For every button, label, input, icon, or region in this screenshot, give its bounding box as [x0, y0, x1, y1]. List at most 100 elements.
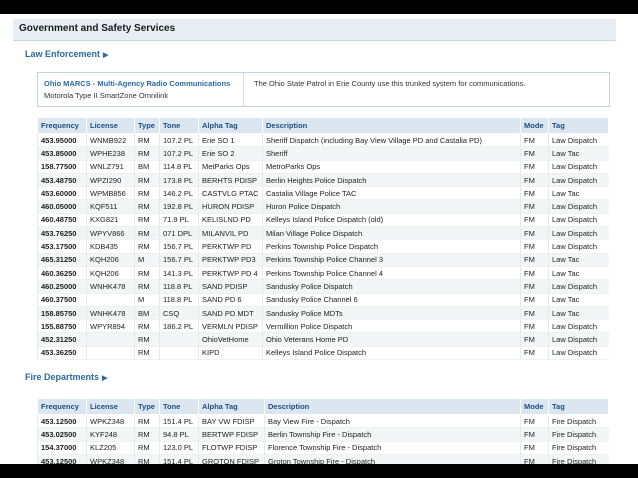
- table-header-row: Frequency License Type Tone Alpha Tag Descrip…: [37, 398, 609, 415]
- cell-license[interactable]: KQF511: [86, 199, 135, 214]
- cell-tone: 156.7 PL: [159, 239, 199, 254]
- cell-tag: Law Tac: [548, 266, 609, 281]
- cell-mode: FM: [520, 253, 549, 267]
- page-header: Government and Safety Services: [13, 19, 616, 41]
- cell-tone: 173.8 PL: [159, 173, 199, 188]
- table-row: 465.31250 KQH206 M 156.7 PL PERKTWP PD3 Perki…: [37, 253, 609, 267]
- law-frequency-table: Frequency License Type Tone Alpha Tag Descrip…: [37, 117, 609, 361]
- cell-tone: [159, 332, 199, 347]
- table-row: 453.02500 KYF248 RM 94.8 PL BERTWP FDISP Berl…: [37, 427, 609, 442]
- cell-alpha-tag: BERHTS PDISP: [198, 173, 263, 188]
- cell-license: [86, 346, 135, 361]
- column-header-mode: Mode: [520, 117, 549, 134]
- cell-type: RM: [134, 279, 160, 294]
- cell-frequency: 453.48750: [37, 173, 87, 188]
- cell-tone: 123.0 PL: [159, 441, 199, 455]
- cell-type: RM: [134, 319, 160, 334]
- table-row: 453.17500 KDB435 RM 156.7 PL PERKTWP PD Perki…: [37, 239, 609, 254]
- column-header-type: Type: [134, 398, 160, 415]
- cell-alpha-tag: KELISLND PD: [198, 213, 263, 228]
- law-enforcement-heading[interactable]: Law Enforcement: [25, 49, 101, 59]
- cell-license[interactable]: WPKZ348: [86, 454, 135, 464]
- column-header-alpha-tag: Alpha Tag: [198, 398, 265, 415]
- table-header-row: Frequency License Type Tone Alpha Tag Descrip…: [37, 117, 609, 134]
- cell-license[interactable]: KXG821: [86, 213, 135, 228]
- cell-license[interactable]: WPZI290: [86, 173, 135, 188]
- cell-license[interactable]: WNHK478: [86, 306, 135, 321]
- cell-license[interactable]: WPYV866: [86, 226, 135, 241]
- cell-alpha-tag: CASTVLG PTAC: [198, 186, 263, 201]
- cell-license[interactable]: WNHK478: [86, 279, 135, 294]
- cell-type: RM: [134, 239, 160, 254]
- page: Government and Safety Services Law Enfor…: [0, 14, 638, 464]
- cell-mode: FM: [520, 199, 549, 214]
- cell-mode: FM: [520, 306, 549, 321]
- table-row: 453.60000 WPMB856 RM 146.2 PL CASTVLG PTAC Ca…: [37, 186, 609, 201]
- cell-tag: Law Tac: [548, 146, 609, 161]
- cell-license[interactable]: KLZ205: [86, 441, 135, 455]
- cell-mode: FM: [520, 319, 549, 334]
- cell-description: Sheriff Dispatch (including Bay View Vil…: [262, 133, 521, 148]
- table-row: 452.31250 RM OhioVetHome Ohio Veterans Home…: [37, 332, 609, 347]
- cell-tone: 114.8 PL: [159, 160, 199, 174]
- cell-type: RM: [134, 427, 160, 442]
- cell-tone: 94.8 PL: [159, 427, 199, 442]
- cell-alpha-tag: Erie SO 2: [198, 146, 263, 161]
- cell-tag: Law Dispatch: [548, 319, 609, 334]
- fire-departments-heading[interactable]: Fire Departments: [25, 372, 100, 382]
- cell-frequency: 158.85750: [37, 306, 87, 321]
- cell-license[interactable]: WPHE238: [86, 146, 135, 161]
- cell-alpha-tag: SAND PD 6: [198, 293, 263, 307]
- cell-frequency: 460.05000: [37, 199, 87, 214]
- table-row: 460.37500 M 118.8 PL SAND PD 6 Sandusky Poli…: [37, 293, 609, 307]
- cell-description: Perkins Township Police Channel 3: [262, 253, 521, 267]
- page-title: Government and Safety Services: [19, 23, 176, 34]
- system-name-link[interactable]: Ohio MARCS - Multi-Agency Radio Communic…: [44, 79, 231, 88]
- cell-tone: 71.9 PL: [159, 213, 199, 228]
- cell-mode: FM: [520, 186, 549, 201]
- cell-alpha-tag: MetParks Ops: [198, 160, 263, 174]
- cell-alpha-tag: SAND PDISP: [198, 279, 263, 294]
- cell-frequency: 453.76250: [37, 226, 87, 241]
- cell-license[interactable]: WNMB922: [86, 133, 135, 148]
- column-header-alpha-tag: Alpha Tag: [198, 117, 263, 134]
- cell-license[interactable]: KQH206: [86, 253, 135, 267]
- cell-license[interactable]: WPYR894: [86, 319, 135, 334]
- cell-frequency: 452.31250: [37, 332, 87, 347]
- cell-license[interactable]: KDB435: [86, 239, 135, 254]
- column-header-tone: Tone: [159, 398, 199, 415]
- cell-mode: FM: [520, 133, 549, 148]
- cell-license: [86, 332, 135, 347]
- cell-mode: FM: [520, 239, 549, 254]
- cell-mode: FM: [520, 441, 549, 455]
- cell-alpha-tag: OhioVetHome: [198, 332, 263, 347]
- cell-description: Castalia Village Police TAC: [262, 186, 521, 201]
- cell-license[interactable]: WNLZ791: [86, 160, 135, 174]
- cell-description: Sandusky Police MDTs: [262, 306, 521, 321]
- cell-type: BM: [134, 306, 160, 321]
- table-row: 453.85000 WPHE238 RM 107.2 PL Erie SO 2 Sheri…: [37, 146, 609, 161]
- cell-alpha-tag: PERKTWP PD 4: [198, 266, 263, 281]
- cell-type: RM: [134, 414, 160, 429]
- column-header-type: Type: [134, 117, 160, 134]
- cell-tag: Law Dispatch: [548, 226, 609, 241]
- cell-alpha-tag: PERKTWP PD3: [198, 253, 263, 267]
- cell-description: Berlin Township Fire - Dispatch: [264, 427, 521, 442]
- fire-departments-link[interactable]: Fire Departments ▶: [25, 372, 107, 382]
- law-enforcement-link[interactable]: Law Enforcement ▶: [25, 49, 108, 59]
- cell-license[interactable]: KYF248: [86, 427, 135, 442]
- cell-mode: FM: [520, 173, 549, 188]
- cell-mode: FM: [520, 332, 549, 347]
- cell-description: Milan Village Police Dispatch: [262, 226, 521, 241]
- column-header-frequency: Frequency: [37, 117, 87, 134]
- cell-license[interactable]: WPKZ348: [86, 414, 135, 429]
- cell-tag: Fire Dispatch: [548, 414, 609, 429]
- cell-alpha-tag: BAY VW FDISP: [198, 414, 265, 429]
- cell-license[interactable]: KQH206: [86, 266, 135, 281]
- cell-license: [86, 293, 135, 307]
- system-description: The Ohio State Patrol in Erie County use…: [254, 79, 526, 88]
- cell-frequency: 453.02500: [37, 427, 87, 442]
- cell-frequency: 460.48750: [37, 213, 87, 228]
- cell-license[interactable]: WPMB856: [86, 186, 135, 201]
- cell-tag: Law Dispatch: [548, 239, 609, 254]
